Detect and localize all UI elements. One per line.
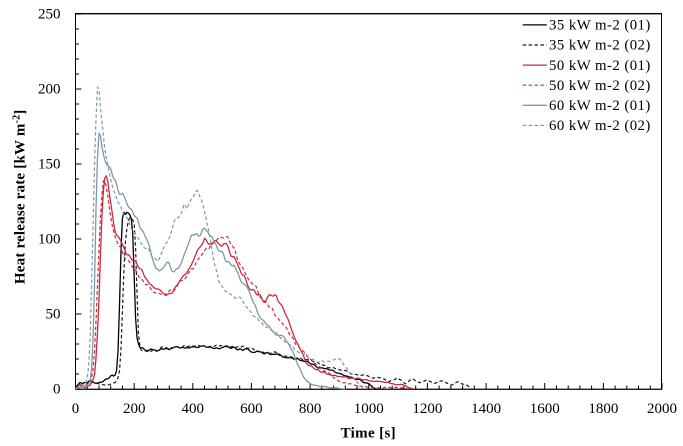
svg-text:50: 50 bbox=[46, 306, 61, 322]
svg-text:Heat release rate [kW m-2]: Heat release rate [kW m-2] bbox=[11, 109, 29, 284]
svg-text:0: 0 bbox=[72, 401, 80, 417]
svg-text:60 kW m-2 (02): 60 kW m-2 (02) bbox=[549, 118, 651, 134]
svg-text:1200: 1200 bbox=[412, 401, 442, 417]
svg-text:2000: 2000 bbox=[647, 401, 677, 417]
svg-text:150: 150 bbox=[38, 156, 61, 172]
svg-text:100: 100 bbox=[38, 231, 61, 247]
svg-text:800: 800 bbox=[299, 401, 322, 417]
svg-text:Time [s]: Time [s] bbox=[341, 426, 396, 442]
svg-text:400: 400 bbox=[182, 401, 205, 417]
svg-text:1400: 1400 bbox=[471, 401, 501, 417]
svg-text:35 kW m-2 (02): 35 kW m-2 (02) bbox=[549, 38, 651, 54]
svg-text:1600: 1600 bbox=[530, 401, 560, 417]
svg-text:1000: 1000 bbox=[354, 401, 384, 417]
svg-text:200: 200 bbox=[123, 401, 146, 417]
svg-text:50 kW m-2 (02): 50 kW m-2 (02) bbox=[549, 78, 651, 94]
svg-text:250: 250 bbox=[38, 6, 61, 22]
svg-text:0: 0 bbox=[53, 381, 61, 397]
svg-text:200: 200 bbox=[38, 81, 61, 97]
svg-text:60 kW m-2 (01): 60 kW m-2 (01) bbox=[549, 98, 651, 114]
svg-text:35 kW m-2 (01): 35 kW m-2 (01) bbox=[549, 18, 651, 34]
svg-text:1800: 1800 bbox=[588, 401, 618, 417]
svg-text:50 kW m-2 (01): 50 kW m-2 (01) bbox=[549, 58, 651, 74]
svg-text:600: 600 bbox=[240, 401, 263, 417]
